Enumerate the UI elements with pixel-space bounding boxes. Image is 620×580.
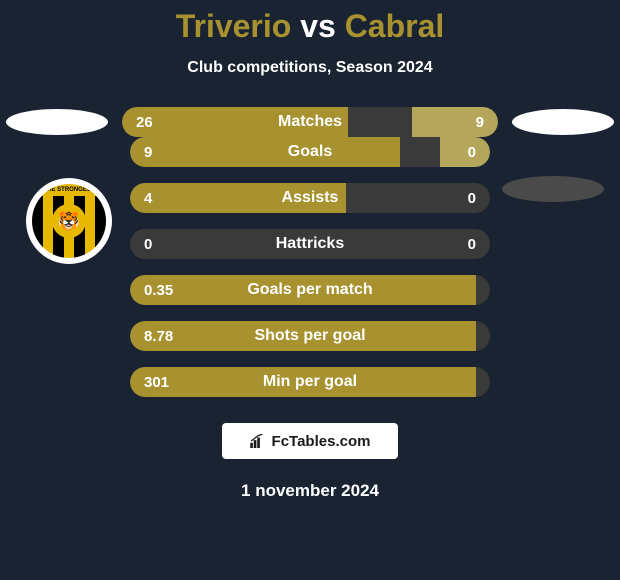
- club-badge-top-text: HE STRONGES: [32, 184, 106, 196]
- stat-label: Goals: [130, 137, 490, 167]
- stat-row: 301 Min per goal: [130, 367, 490, 397]
- stat-value-right: 0: [468, 229, 476, 259]
- title-right: Cabral: [345, 8, 445, 44]
- stat-label: Hattricks: [130, 229, 490, 259]
- stat-row: 4 Assists 0: [130, 183, 490, 213]
- player-right-placeholder-2: [502, 176, 604, 202]
- club-badge-left: HE STRONGES 🐯: [26, 178, 112, 264]
- first-stat-header-row: 26 Matches 9: [0, 107, 620, 137]
- stat-label: Matches: [122, 107, 498, 137]
- player-left-placeholder: [6, 109, 108, 135]
- stat-label: Shots per goal: [130, 321, 490, 351]
- branding-box: FcTables.com: [222, 423, 398, 459]
- stat-value-right: 0: [468, 137, 476, 167]
- stat-row: 9 Goals 0: [130, 137, 490, 167]
- title-left: Triverio: [176, 8, 292, 44]
- stat-value-right: 9: [476, 107, 484, 137]
- date-text: 1 november 2024: [0, 481, 620, 501]
- club-badge-inner: HE STRONGES 🐯: [32, 184, 106, 258]
- page-root: Triverio vs Cabral Club competitions, Se…: [0, 0, 620, 580]
- page-title: Triverio vs Cabral: [0, 8, 620, 45]
- stat-value-right: 0: [468, 183, 476, 213]
- stat-row: 8.78 Shots per goal: [130, 321, 490, 351]
- stats-list: 9 Goals 0 4 Assists 0 0 Hattricks 0 0.35…: [130, 137, 490, 397]
- subtitle: Club competitions, Season 2024: [0, 59, 620, 77]
- tiger-icon: 🐯: [52, 204, 86, 238]
- stat-label: Min per goal: [130, 367, 490, 397]
- player-right-placeholder-2-wrap: [502, 176, 604, 202]
- stat-row-container-0: 26 Matches 9: [122, 107, 498, 137]
- stat-row: 0 Hattricks 0: [130, 229, 490, 259]
- stat-row: 26 Matches 9: [122, 107, 498, 137]
- stat-label: Assists: [130, 183, 490, 213]
- title-separator: vs: [300, 8, 336, 44]
- player-right-placeholder-1: [512, 109, 614, 135]
- club-badge-circle: HE STRONGES 🐯: [26, 178, 112, 264]
- stat-label: Goals per match: [130, 275, 490, 305]
- chart-icon: [250, 434, 268, 448]
- branding-text: FcTables.com: [272, 433, 371, 450]
- stat-row: 0.35 Goals per match: [130, 275, 490, 305]
